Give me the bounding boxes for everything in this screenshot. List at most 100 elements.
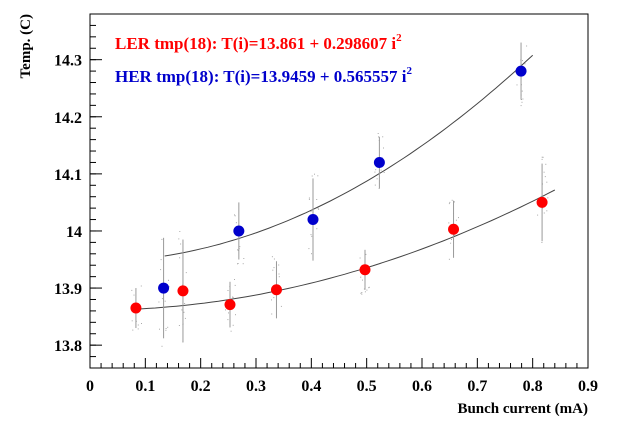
noise-dot-1-0-7 [160, 259, 162, 261]
data-point-1-0 [158, 282, 170, 294]
noise-dot-0-0-6 [137, 328, 139, 330]
noise-dot-1-4-0 [524, 63, 526, 65]
noise-dot-0-6-7 [547, 197, 549, 199]
noise-dot-0-4-3 [368, 286, 370, 288]
noise-dot-1-3-7 [382, 136, 384, 138]
x-tick-label-1: 0.1 [135, 378, 155, 395]
noise-dot-0-3-3 [271, 299, 272, 301]
noise-dot-1-3-9 [378, 188, 380, 189]
data-point-0-6 [536, 196, 548, 208]
noise-dot-1-2-12 [318, 208, 320, 210]
noise-dot-0-4-4 [364, 291, 366, 293]
noise-dot-0-6-3 [545, 163, 547, 165]
noise-dot-0-3-13 [273, 267, 275, 269]
x-tick-label-5: 0.5 [357, 378, 377, 395]
data-point-0-5 [448, 223, 460, 235]
y-tick-label-5: 14.3 [54, 53, 82, 70]
x-tick-label-6: 0.6 [412, 378, 432, 395]
y-tick-label-4: 14.2 [54, 110, 82, 127]
noise-dot-0-5-1 [451, 199, 453, 201]
noise-dot-0-3-0 [273, 297, 275, 299]
noise-dot-0-4-9 [361, 293, 363, 295]
noise-dot-1-2-11 [308, 198, 310, 200]
noise-dot-0-0-1 [131, 320, 133, 322]
noise-dot-1-0-4 [168, 286, 170, 288]
plot-frame [89, 13, 589, 369]
noise-dot-1-1-5 [243, 258, 245, 259]
noise-dot-1-0-3 [161, 345, 163, 347]
noise-dot-0-5-6 [450, 242, 452, 244]
noise-dot-0-2-11 [232, 296, 234, 298]
noise-dot-0-2-1 [232, 296, 233, 298]
noise-dot-1-1-7 [237, 263, 239, 264]
noise-dot-0-6-8 [543, 212, 545, 214]
noise-dot-1-2-1 [311, 175, 313, 177]
noise-dot-0-3-9 [280, 305, 282, 307]
noise-dot-0-5-11 [449, 201, 451, 203]
y-tick-label-3: 14.1 [54, 167, 82, 184]
axis-ticks: 0 0.1 0.2 0.3 0.4 0.5 0.6 0.7 0.8 0.9 13.8 13.9 14 14… [54, 13, 598, 395]
noise-dot-1-1-13 [235, 222, 237, 224]
data-point-1-2 [307, 214, 319, 226]
x-tick-label-0: 0 [86, 378, 94, 395]
fit-curve-0 [134, 189, 556, 310]
noise-dot-1-0-0 [165, 329, 167, 331]
noise-dot-1-4-9 [520, 105, 522, 107]
noise-dot-1-0-11 [161, 298, 163, 300]
noise-dot-0-3-8 [272, 269, 274, 271]
noise-dot-0-0-8 [137, 324, 139, 326]
noise-dot-0-4-1 [360, 292, 362, 294]
data-point-0-1 [177, 285, 189, 297]
noise-dot-1-2-7 [311, 253, 312, 255]
noise-dot-1-0-12 [168, 279, 169, 281]
noise-dot-0-0-5 [133, 294, 135, 296]
data-point-0-0 [130, 302, 142, 314]
noise-dot-1-3-13 [377, 133, 379, 134]
noise-dot-1-2-8 [317, 207, 319, 209]
noise-dot-0-3-11 [278, 276, 280, 278]
noise-dot-0-4-13 [359, 257, 361, 259]
data-point-1-1 [233, 225, 245, 237]
noise-dot-0-5-4 [448, 203, 450, 205]
x-tick-label-7: 0.7 [467, 378, 487, 395]
noise-dot-1-2-4 [308, 197, 310, 199]
noise-dot-0-0-3 [131, 289, 133, 291]
noise-dot-0-0-10 [132, 329, 134, 331]
noise-dot-1-1-3 [234, 214, 235, 216]
data-point-1-3 [373, 156, 385, 168]
noise-dot-1-2-5 [314, 173, 315, 175]
noise-dot-0-6-10 [542, 207, 544, 209]
fit-label-her: HER tmp(18): T(i)=13.9459 + 0.565557 i2 [115, 65, 413, 86]
noise-dot-0-2-13 [228, 312, 229, 314]
noise-dot-0-3-1 [278, 273, 280, 275]
noise-dot-0-6-13 [541, 156, 543, 158]
noise-dot-1-0-13 [159, 328, 160, 330]
noise-dot-1-1-11 [237, 249, 239, 251]
noise-dot-1-0-9 [164, 300, 166, 302]
noise-dot-1-4-6 [522, 60, 523, 62]
noise-dot-1-4-10 [522, 98, 524, 100]
noise-dot-0-0-13 [141, 323, 142, 324]
noise-dot-0-4-7 [362, 279, 363, 281]
noise-dot-0-5-3 [451, 238, 452, 240]
noise-dot-1-2-6 [310, 234, 312, 236]
noise-dot-0-3-10 [271, 313, 273, 315]
noise-dot-1-4-13 [526, 45, 528, 47]
noise-dot-0-0-11 [140, 285, 142, 287]
noise-dot-0-5-9 [454, 201, 455, 203]
noise-dot-0-4-10 [366, 289, 368, 291]
noise-dot-1-1-2 [237, 263, 238, 265]
noise-dot-1-1-9 [242, 263, 244, 265]
noise-dot-0-1-11 [185, 272, 187, 274]
noise-dot-0-3-2 [273, 258, 275, 260]
noise-dot-0-2-9 [234, 279, 235, 280]
noise-dot-1-2-2 [316, 228, 318, 230]
x-tick-label-3: 0.3 [246, 378, 266, 395]
noise-dot-1-3-10 [383, 172, 385, 173]
noise-dot-0-1-4 [183, 311, 185, 313]
noise-dot-0-1-8 [180, 243, 182, 245]
noise-dot-0-6-12 [537, 214, 539, 216]
noise-dot-0-6-9 [544, 176, 546, 178]
noise-dot-0-6-5 [543, 171, 545, 173]
noise-dot-0-1-2 [179, 231, 181, 232]
